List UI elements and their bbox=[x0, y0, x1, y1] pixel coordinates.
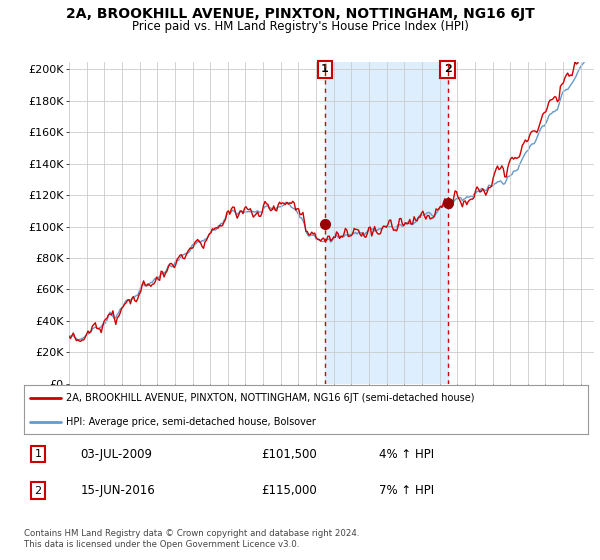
Text: 15-JUN-2016: 15-JUN-2016 bbox=[80, 484, 155, 497]
Text: Price paid vs. HM Land Registry's House Price Index (HPI): Price paid vs. HM Land Registry's House … bbox=[131, 20, 469, 32]
Text: 2A, BROOKHILL AVENUE, PINXTON, NOTTINGHAM, NG16 6JT (semi-detached house): 2A, BROOKHILL AVENUE, PINXTON, NOTTINGHA… bbox=[66, 393, 475, 403]
Bar bbox=[325, 62, 448, 384]
Text: 4% ↑ HPI: 4% ↑ HPI bbox=[379, 447, 434, 461]
Text: 1: 1 bbox=[35, 449, 41, 459]
Text: £101,500: £101,500 bbox=[261, 447, 317, 461]
Text: 7% ↑ HPI: 7% ↑ HPI bbox=[379, 484, 434, 497]
Text: 03-JUL-2009: 03-JUL-2009 bbox=[80, 447, 152, 461]
Text: HPI: Average price, semi-detached house, Bolsover: HPI: Average price, semi-detached house,… bbox=[66, 417, 316, 427]
Text: 1: 1 bbox=[321, 64, 329, 74]
Text: £115,000: £115,000 bbox=[261, 484, 317, 497]
Text: 2: 2 bbox=[443, 64, 451, 74]
Text: 2: 2 bbox=[35, 486, 41, 496]
Text: 2A, BROOKHILL AVENUE, PINXTON, NOTTINGHAM, NG16 6JT: 2A, BROOKHILL AVENUE, PINXTON, NOTTINGHA… bbox=[65, 7, 535, 21]
Text: Contains HM Land Registry data © Crown copyright and database right 2024.
This d: Contains HM Land Registry data © Crown c… bbox=[24, 529, 359, 549]
